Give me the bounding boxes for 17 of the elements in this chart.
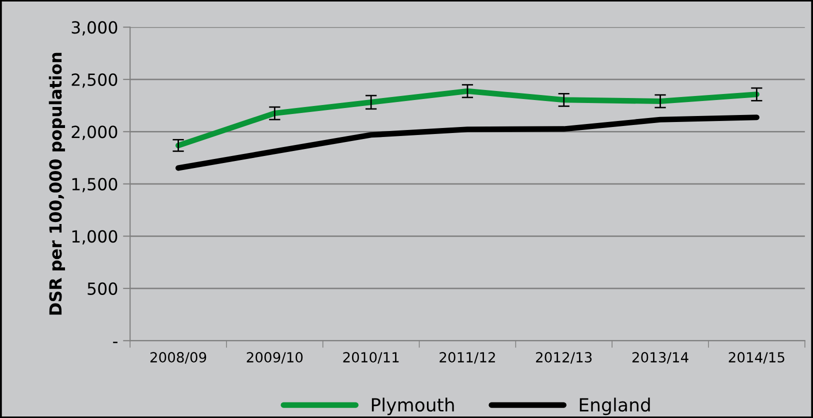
y-tick-label: 3,000 [72, 21, 118, 36]
y-tick-label: 2,000 [72, 126, 118, 140]
y-axis-title: DSR per 100,000 population [48, 52, 66, 315]
x-tick-label: 2014/15 [728, 352, 784, 364]
x-tick-label: 2012/13 [536, 352, 592, 364]
y-tick-label: 2,500 [72, 73, 118, 88]
x-tick-label: 2010/11 [343, 352, 399, 364]
x-tick-label: 2009/10 [246, 352, 303, 364]
legend-label: England [580, 398, 650, 416]
x-tick-label: 2011/12 [440, 352, 495, 364]
legend-label: Plymouth [372, 398, 454, 416]
y-tick-label: 1,000 [72, 230, 118, 244]
y-tick-label: - [113, 342, 118, 344]
x-tick-label: 2008/09 [150, 352, 206, 364]
y-tick-label: 500 [88, 282, 118, 295]
y-tick-label: 1,500 [72, 178, 118, 192]
x-tick-label: 2013/14 [632, 352, 688, 364]
